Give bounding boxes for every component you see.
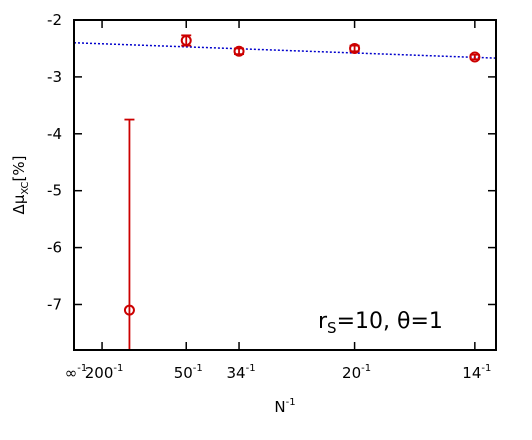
data-point — [469, 51, 481, 63]
x-tick-label-base: 20 — [342, 364, 361, 382]
x-tick-label: 34-1 — [227, 363, 256, 382]
annotation-sub: S — [327, 319, 337, 337]
y-axis-label: ΔμXC[%] — [10, 156, 31, 215]
data-point — [123, 304, 135, 316]
fit-line — [73, 42, 497, 59]
x-tick-label-base: 14 — [462, 364, 481, 382]
plot-frame — [73, 19, 497, 351]
x-tick-label: 200-1 — [85, 363, 124, 382]
y-tick-label: -6 — [47, 239, 62, 257]
x-tick-label: ∞-1 — [65, 363, 87, 382]
y-tick-label: -3 — [47, 68, 62, 86]
y-tick-label: -2 — [47, 11, 62, 29]
x-tick-label-base: 34 — [227, 364, 246, 382]
x-tick-label-sup: -1 — [77, 363, 87, 374]
x-tick-label-sup: -1 — [361, 363, 371, 374]
y-tick-layer: -2 -3 -4 -5 -6 -7 — [47, 11, 496, 313]
data-point-layer — [123, 34, 481, 316]
x-tick-label-base: 200 — [85, 364, 114, 382]
x-tick-label-sup: -1 — [246, 363, 256, 374]
x-tick-label-sup: -1 — [481, 363, 491, 374]
plot-annotation: rS=10, θ=1 — [318, 309, 443, 337]
x-tick-label: 14-1 — [462, 363, 491, 382]
y-tick-label: -4 — [47, 125, 62, 143]
x-tick-label-base: 50 — [174, 364, 193, 382]
x-tick-label: 50-1 — [174, 363, 203, 382]
y-tick-label: -5 — [47, 182, 62, 200]
x-tick-label: 20-1 — [342, 363, 371, 382]
annotation-r: r — [318, 309, 328, 334]
y-tick-label: -7 — [47, 295, 62, 313]
y-axis-label-unit: [%] — [10, 156, 28, 182]
data-point — [349, 42, 361, 54]
y-axis-label-base: Δμ — [10, 194, 28, 214]
data-point — [180, 34, 192, 46]
y-axis-label-sub: XC — [20, 182, 31, 195]
x-tick-label-sup: -1 — [113, 363, 123, 374]
x-axis-label-base: N — [274, 398, 285, 416]
x-axis-label-sup: -1 — [286, 397, 296, 408]
error-bar-layer — [124, 34, 480, 351]
annotation-rest: =10, θ=1 — [337, 309, 443, 334]
fit-layer — [73, 42, 497, 59]
x-axis-label: N-1 — [274, 397, 295, 416]
x-tick-label-sup: -1 — [193, 363, 203, 374]
data-point — [233, 45, 245, 57]
x-tick-label-base: ∞ — [65, 364, 78, 382]
